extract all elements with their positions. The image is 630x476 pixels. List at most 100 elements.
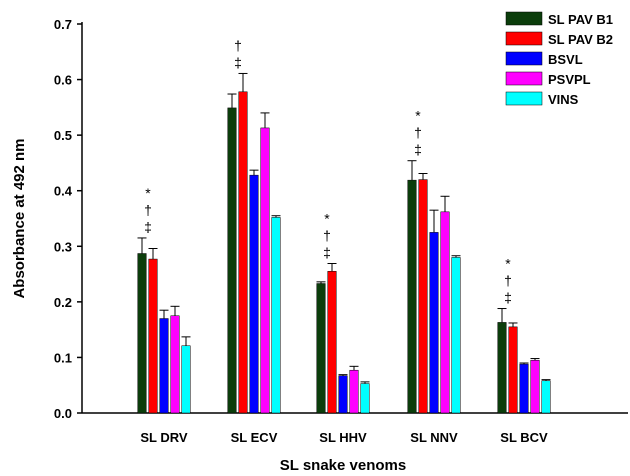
legend-swatch	[505, 31, 543, 46]
y-tick-label: 0.7	[54, 17, 72, 32]
error-bar	[271, 215, 281, 218]
bar	[137, 253, 147, 414]
bar	[497, 322, 507, 414]
error-bar	[530, 358, 540, 361]
legend-item: SL PAV B2	[505, 31, 613, 47]
error-bar	[451, 255, 461, 258]
error-bar	[260, 112, 270, 128]
y-axis-title: Absorbance at 492 nm	[11, 138, 28, 298]
bar	[271, 217, 281, 414]
legend-swatch	[505, 11, 543, 26]
significance-mark: ‡	[504, 290, 512, 306]
y-tick-label: 0.1	[54, 350, 72, 365]
y-tick-label: 0.2	[54, 295, 72, 310]
legend-label: PSVPL	[548, 72, 591, 87]
significance-mark: †	[144, 202, 152, 218]
legend: SL PAV B1 SL PAV B2 BSVL PSVPL VINS	[505, 11, 613, 107]
bar	[159, 318, 169, 414]
error-bar	[238, 72, 248, 92]
bar	[440, 211, 450, 414]
x-tick-label: SL DRV	[140, 430, 188, 445]
significance-mark: ‡	[414, 142, 422, 158]
x-tick-label: SL ECV	[231, 430, 278, 445]
bar	[451, 257, 461, 414]
legend-label: BSVL	[548, 52, 583, 67]
bar	[541, 380, 551, 414]
error-bar	[418, 172, 428, 180]
legend-item: PSVPL	[505, 71, 591, 87]
significance-mark: ‡	[144, 219, 152, 235]
bar	[148, 258, 158, 414]
error-bar	[497, 308, 507, 323]
y-tick-label: 0.0	[54, 406, 72, 421]
significance-mark: ‡	[323, 245, 331, 261]
error-bar	[159, 309, 169, 319]
error-bar	[338, 374, 348, 376]
error-bar	[249, 169, 259, 176]
bar	[519, 363, 529, 414]
error-bar	[541, 379, 551, 381]
bar	[429, 232, 439, 414]
error-bar	[137, 237, 147, 254]
error-bar	[148, 248, 158, 260]
bar	[227, 107, 237, 414]
bar	[170, 315, 180, 414]
legend-item: BSVL	[505, 51, 583, 67]
x-tick-label: SL NNV	[410, 430, 458, 445]
error-bar	[440, 195, 450, 212]
error-bar	[349, 365, 359, 371]
error-bar	[429, 209, 439, 233]
bar	[260, 127, 270, 414]
y-tick-label: 0.4	[54, 184, 73, 199]
legend-item: VINS	[505, 91, 579, 107]
error-bar	[170, 305, 180, 316]
significance-mark: *	[324, 211, 330, 227]
bar	[349, 369, 359, 414]
bar	[238, 91, 248, 414]
bar	[316, 283, 326, 414]
legend-label: SL PAV B1	[548, 12, 613, 27]
error-bar	[327, 263, 337, 272]
significance-mark: †	[504, 273, 512, 289]
error-bar	[181, 336, 191, 346]
significance-mark: ‡	[234, 54, 242, 70]
legend-swatch	[505, 51, 543, 66]
bar	[327, 271, 337, 414]
y-tick-label: 0.6	[54, 73, 72, 88]
significance-mark: †	[414, 125, 422, 141]
significance-mark: †	[323, 228, 331, 244]
significance-mark: *	[505, 256, 511, 272]
error-bar	[316, 281, 326, 284]
bar	[360, 383, 370, 414]
significance-mark: *	[145, 185, 151, 201]
bar	[407, 179, 417, 414]
x-tick-label: SL BCV	[500, 430, 548, 445]
significance-marks: *†‡†‡*†‡*†‡*†‡	[144, 37, 512, 305]
x-axis-title: SL snake venoms	[280, 457, 406, 474]
bar	[418, 179, 428, 414]
error-bars	[137, 72, 551, 384]
bar	[181, 345, 191, 414]
bar	[338, 375, 348, 414]
y-ticks: 0.0 0.1 0.2 0.3 0.4 0.5 0.6 0.7	[54, 17, 82, 421]
significance-mark: *	[415, 108, 421, 124]
error-bar	[227, 93, 237, 108]
legend-label: VINS	[548, 92, 579, 107]
legend-label: SL PAV B2	[548, 32, 613, 47]
legend-swatch	[505, 71, 543, 86]
bar	[508, 326, 518, 414]
legend-swatch	[505, 91, 543, 106]
x-tick-label: SL HHV	[319, 430, 367, 445]
error-bar	[508, 322, 518, 327]
significance-mark: †	[234, 37, 242, 53]
error-bar	[360, 381, 370, 384]
x-tick-labels: SL DRV SL ECV SL HHV SL NNV SL BCV	[140, 430, 548, 445]
y-tick-label: 0.3	[54, 239, 72, 254]
error-bar	[407, 160, 417, 181]
y-tick-label: 0.5	[54, 128, 72, 143]
legend-item: SL PAV B1	[505, 11, 613, 27]
bar	[249, 174, 259, 414]
bar	[530, 359, 540, 414]
error-bar	[519, 362, 529, 365]
